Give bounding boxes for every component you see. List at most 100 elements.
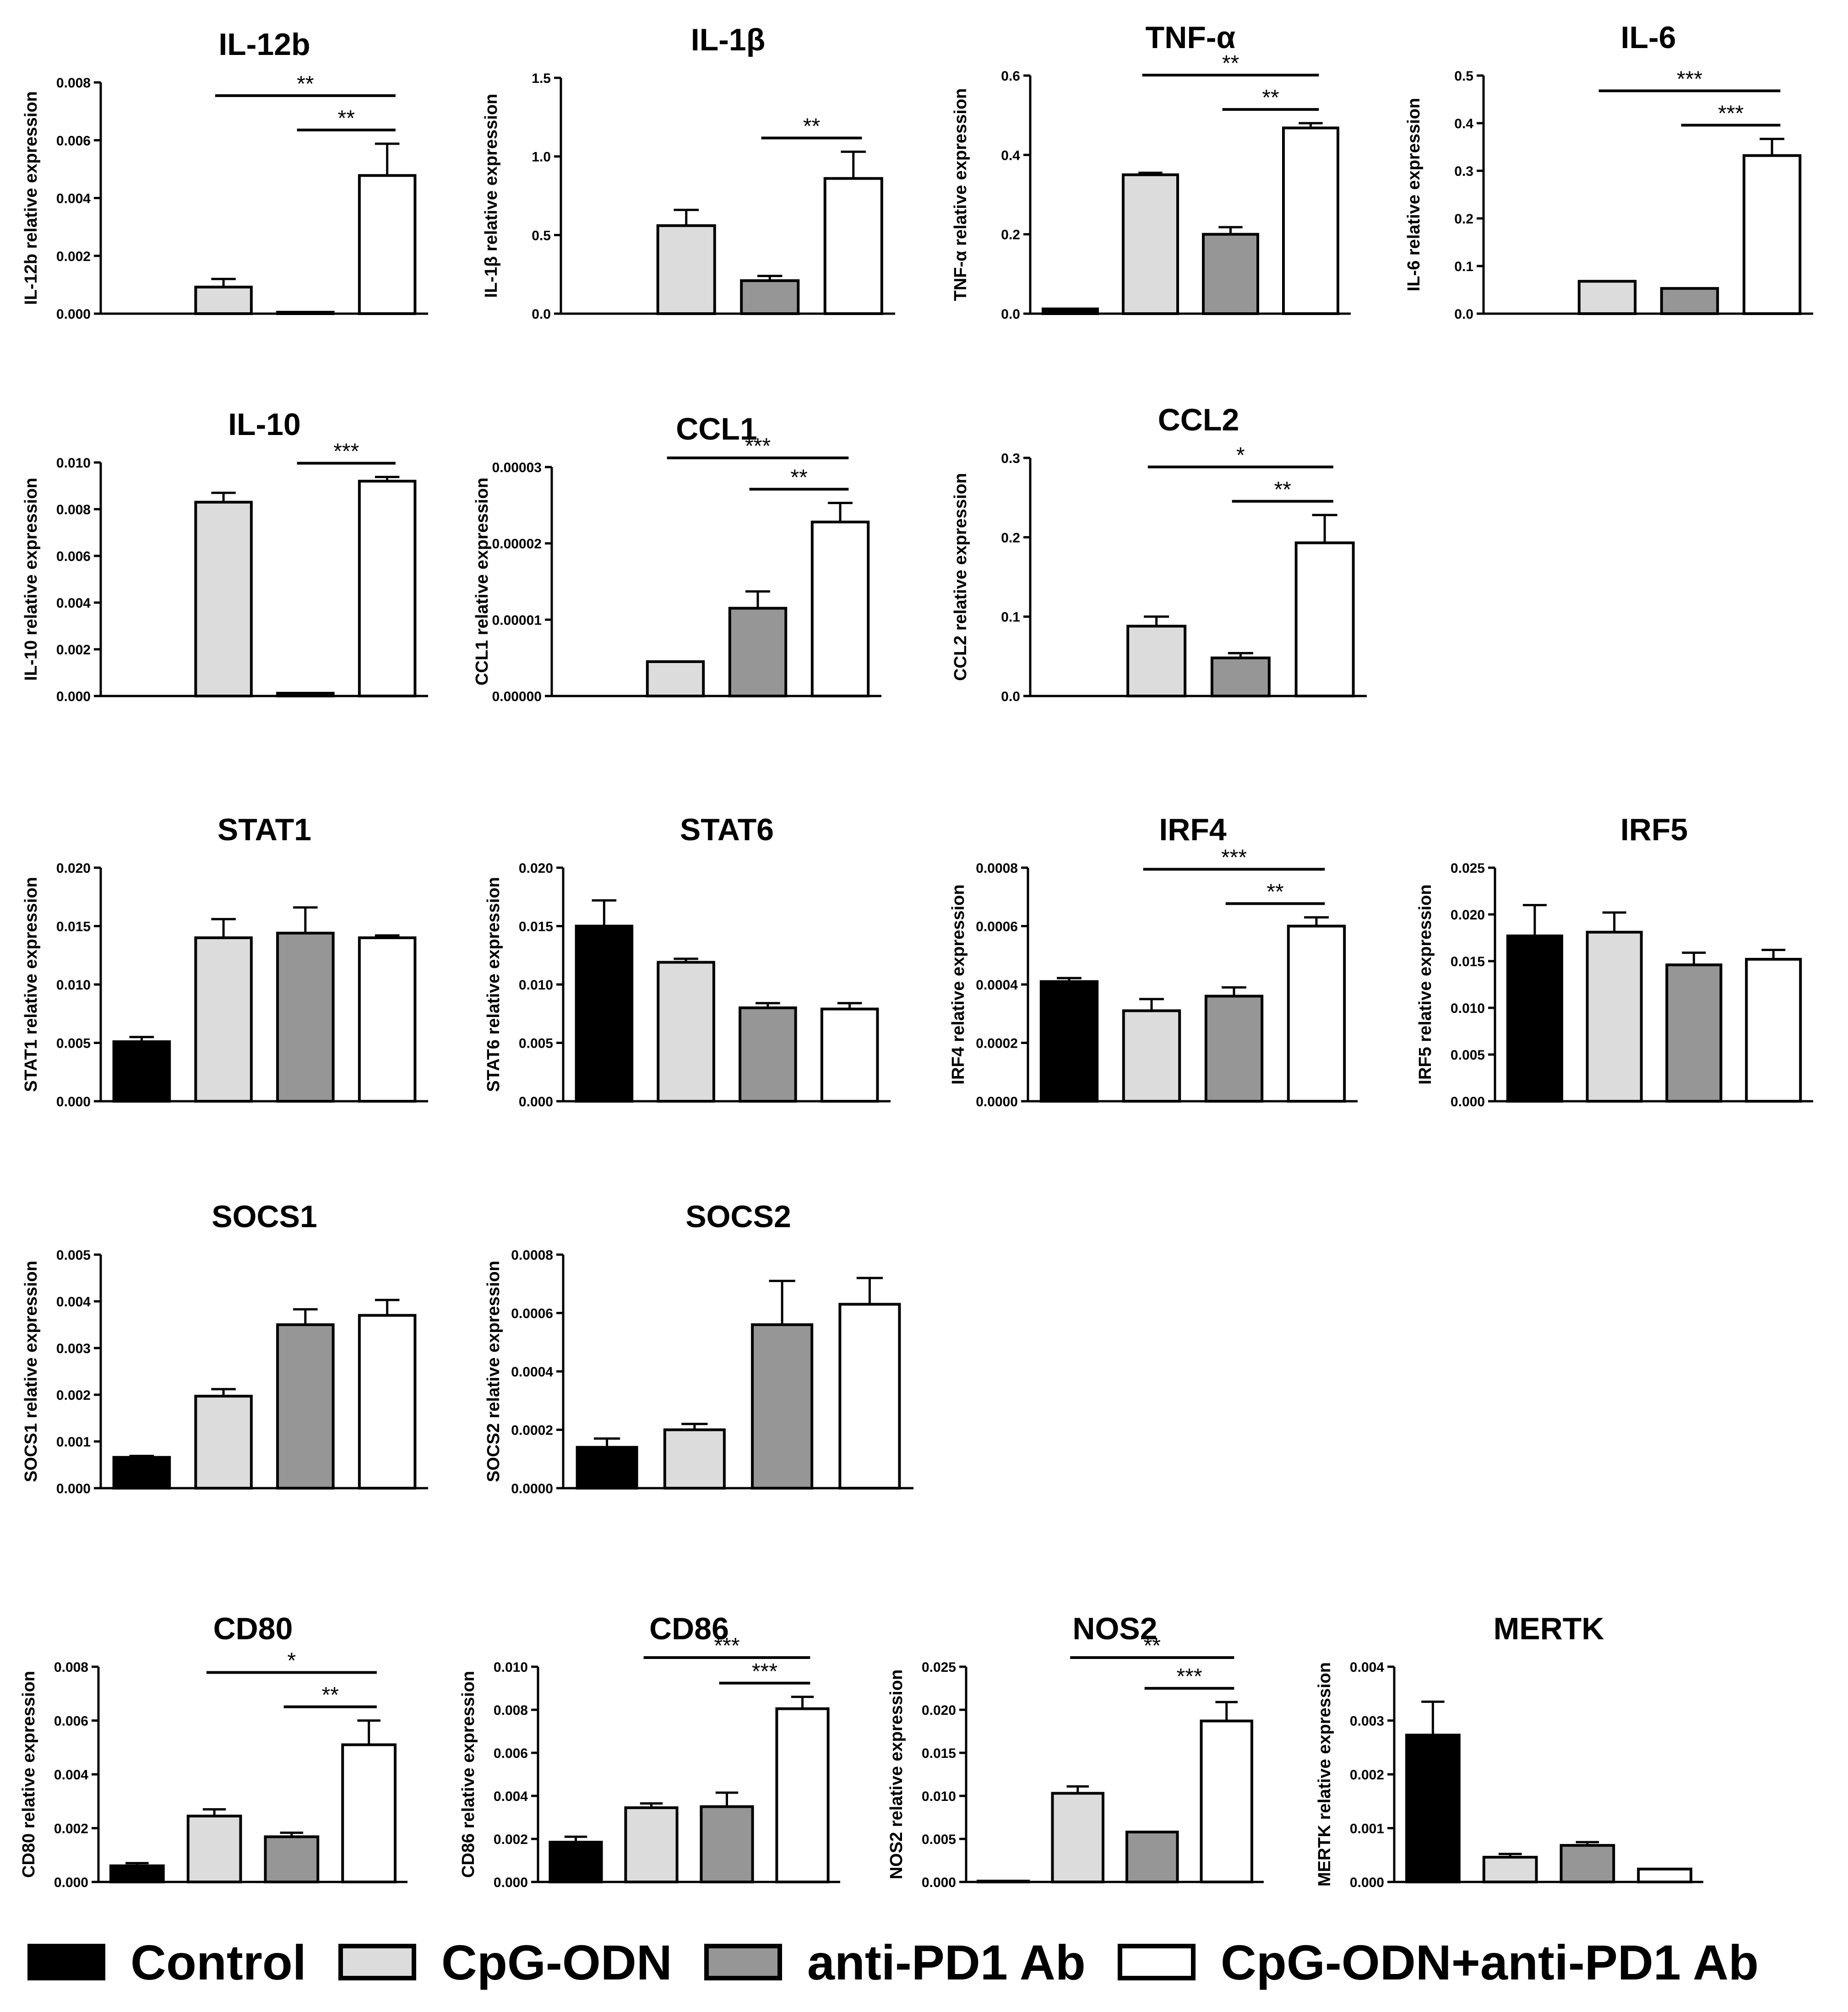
bar-irf5-0 <box>1506 934 1563 1103</box>
y-tick-label: 0.004 <box>1350 1660 1384 1675</box>
y-tick-label: 0.025 <box>922 1660 956 1675</box>
y-axis-label: IL-6 relative expression <box>1404 98 1424 291</box>
panel-irf4: IRF4 IRF4 relative expression 0.0000 0.0002… <box>949 812 1358 1109</box>
y-tick-label: 0.0006 <box>976 919 1018 935</box>
y-tick-label: 0.0006 <box>511 1306 553 1321</box>
y-tick-label: 0.0 <box>1001 689 1020 704</box>
bar-irf4-2 <box>1204 995 1264 1103</box>
bar-socs1-1 <box>194 1395 253 1490</box>
y-tick-label: 0.000 <box>1451 1094 1485 1109</box>
y-tick-label: 0.0 <box>532 307 551 322</box>
bar-il1b-2 <box>740 279 800 315</box>
bar-socs1-2 <box>276 1323 335 1490</box>
bar-nos2-2 <box>1125 1830 1179 1883</box>
legend-item-control: Control <box>27 1934 306 1991</box>
y-tick-label: 0.008 <box>54 1660 88 1675</box>
y-axis-label: IL-12b relative expression <box>22 91 41 305</box>
bar-il12b-2 <box>276 310 335 315</box>
bar-stat1-3 <box>358 936 417 1103</box>
y-tick-label: 0.2 <box>1001 530 1020 545</box>
legend-label-anti-pd1: anti-PD1 Ab <box>807 1934 1086 1990</box>
bar-cd80-0 <box>109 1864 165 1883</box>
panel-title: IRF5 <box>1620 812 1688 847</box>
panel-cd86: CD86 CD86 relative expression 0.000 0.002 0.… <box>459 1611 840 1890</box>
bar-il10-1 <box>194 500 253 697</box>
legend-label-combination: CpG-ODN+anti-PD1 Ab <box>1220 1934 1759 1990</box>
bar-il1b-1 <box>656 224 716 315</box>
y-tick-label: 0.000 <box>54 1875 88 1890</box>
y-tick-label: 0.000 <box>922 1875 956 1890</box>
bar-il10-2 <box>276 691 335 698</box>
y-tick-label: 0.00003 <box>492 460 542 475</box>
y-tick-label: 0.006 <box>494 1746 528 1761</box>
y-tick-label: 0.010 <box>922 1789 956 1804</box>
bar-cd86-3 <box>775 1707 830 1883</box>
panel-title: CD86 <box>649 1611 729 1646</box>
y-tick-label: 0.0002 <box>511 1423 553 1438</box>
bar-stat6-1 <box>657 961 715 1103</box>
panel-il10: IL-10 IL-10 relative expression 0.000 0.002… <box>22 407 428 704</box>
y-tick-label: 0.0008 <box>976 861 1018 876</box>
legend-label-cpg-odn: CpG-ODN <box>441 1934 672 1990</box>
panel-title: IL-12b <box>218 27 310 62</box>
y-tick-label: 0.005 <box>1451 1048 1485 1063</box>
significance-label: * <box>288 1649 296 1673</box>
significance-label: ** <box>1262 86 1279 110</box>
y-tick-label: 0.0 <box>1001 307 1020 322</box>
y-tick-label: 0.005 <box>519 1036 553 1051</box>
y-axis-label: STAT6 relative expression <box>484 877 503 1092</box>
bar-ccl2-2 <box>1210 656 1271 698</box>
y-tick-label: 0.005 <box>922 1832 956 1847</box>
y-axis-label: SOCS1 relative expression <box>22 1261 41 1482</box>
legend-swatch-anti-pd1 <box>704 1944 782 1980</box>
bar-irf5-3 <box>1745 957 1802 1103</box>
y-axis-label: TNF-α relative expression <box>951 88 970 301</box>
bar-irf4-0 <box>1039 980 1099 1103</box>
panel-il1b: IL-1β IL-1β relative expression 0.0 0.5 1.0 1… <box>482 22 895 322</box>
y-axis-label: SOCS2 relative expression <box>484 1261 503 1482</box>
y-tick-label: 0.4 <box>1454 116 1473 131</box>
y-tick-label: 0.0000 <box>976 1094 1018 1109</box>
y-tick-label: 0.000 <box>519 1094 553 1109</box>
y-axis-label: STAT1 relative expression <box>22 877 41 1092</box>
panel-socs1: SOCS1 SOCS1 relative expression 0.000 0.001… <box>22 1199 428 1496</box>
legend-item-combination: CpG-ODN+anti-PD1 Ab <box>1117 1934 1759 1991</box>
bar-il10-3 <box>358 479 417 698</box>
y-tick-label: 0.3 <box>1001 451 1020 466</box>
bar-il6-2 <box>1660 287 1719 315</box>
y-tick-label: 0.015 <box>922 1746 956 1761</box>
y-tick-label: 0.004 <box>56 191 91 207</box>
bar-cd86-1 <box>624 1806 679 1884</box>
bar-socs2-2 <box>751 1323 814 1490</box>
significance-label: *** <box>1677 67 1702 91</box>
y-axis-label: CD80 relative expression <box>19 1671 38 1878</box>
bar-stat6-2 <box>739 1006 797 1103</box>
panel-il12b: IL-12b IL-12b relative expression 0.000 0.0… <box>22 27 428 322</box>
bar-tnfa-0 <box>1042 307 1099 315</box>
panel-title: TNF-α <box>1146 20 1236 55</box>
y-tick-label: 0.6 <box>1001 69 1020 84</box>
y-tick-label: 0.002 <box>54 1822 88 1837</box>
significance-label: ** <box>338 106 355 131</box>
y-axis-label: IL-1β relative expression <box>482 94 501 298</box>
panel-title: STAT6 <box>680 812 774 847</box>
bar-nos2-1 <box>1051 1792 1104 1884</box>
panel-cd80: CD80 CD80 relative expression 0.000 0.002 0.… <box>19 1611 408 1890</box>
bar-il6-3 <box>1742 154 1802 315</box>
y-tick-label: 0.004 <box>56 1294 91 1310</box>
y-tick-label: 0.006 <box>56 549 91 564</box>
y-tick-label: 0.015 <box>1451 954 1485 969</box>
bar-mertk-2 <box>1560 1844 1615 1884</box>
bar-il6-1 <box>1577 280 1637 315</box>
y-tick-label: 0.5 <box>532 228 551 243</box>
panel-title: IRF4 <box>1159 812 1227 847</box>
panel-tnfa: TNF-α TNF-α relative expression 0.0 0.2 0.4 0… <box>951 20 1351 322</box>
y-tick-label: 0.000 <box>56 1481 91 1496</box>
bar-ccl2-1 <box>1126 625 1187 698</box>
y-tick-label: 0.004 <box>494 1789 528 1804</box>
bar-il12b-1 <box>194 285 253 315</box>
bar-cd80-2 <box>264 1835 320 1884</box>
panel-title: IL-6 <box>1621 20 1676 55</box>
